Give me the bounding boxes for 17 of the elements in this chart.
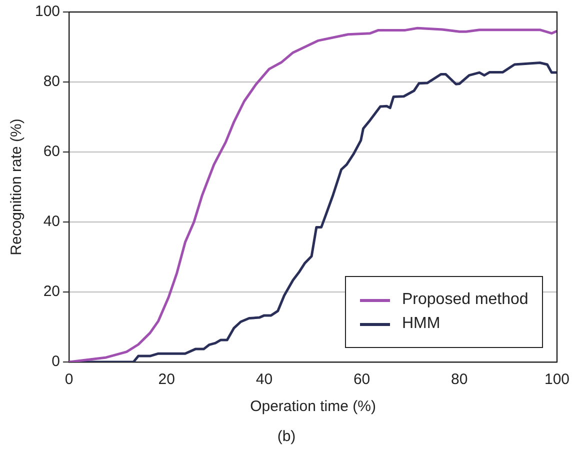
y-tick-label: 60 <box>43 143 60 160</box>
y-tick-label: 80 <box>43 73 60 90</box>
text: (b) <box>276 428 297 445</box>
y-tick-label: 0 <box>52 353 60 370</box>
x-tick-label: 80 <box>451 371 468 388</box>
y-axis-title: Recognition rate (%) <box>8 118 26 256</box>
x-axis-title: Operation time (%) <box>250 398 376 416</box>
x-tick-label: 60 <box>353 371 370 388</box>
x-tick-label: 40 <box>256 371 273 388</box>
x-tick-label: 20 <box>158 371 175 388</box>
y-tick-label: 40 <box>43 213 60 230</box>
y-tick-label: 100 <box>34 3 60 20</box>
legend-label: HMM <box>402 315 440 333</box>
y-tick-label: 20 <box>43 283 60 300</box>
x-tick-label: 100 <box>544 371 570 388</box>
legend-label: Proposed method <box>402 291 528 309</box>
x-tick-label: 0 <box>64 371 74 388</box>
